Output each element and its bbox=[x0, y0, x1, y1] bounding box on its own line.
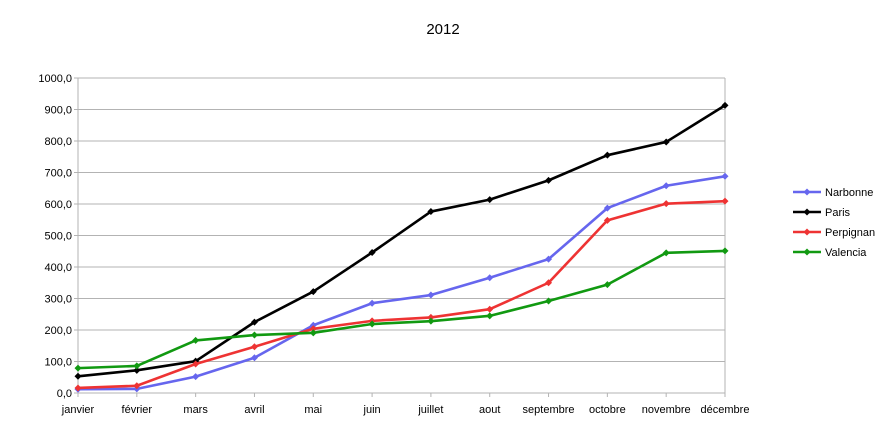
data-point bbox=[662, 200, 670, 208]
data-point bbox=[486, 274, 494, 282]
x-tick-label: janvier bbox=[61, 404, 95, 416]
y-axis-tick-labels: 0,0 100,0 200,0 300,0 400,0 500,0 600,0 700,0 80… bbox=[38, 73, 72, 400]
data-point bbox=[250, 318, 258, 326]
y-tick-label: 500,0 bbox=[44, 231, 72, 243]
x-tick-label: aout bbox=[479, 404, 500, 416]
y-tick-label: 900,0 bbox=[44, 105, 72, 117]
y-tick-label: 1000,0 bbox=[38, 73, 72, 85]
legend-label: Narbonne bbox=[825, 187, 873, 199]
series-lines bbox=[74, 101, 729, 393]
series-narbonne bbox=[74, 172, 729, 393]
legend-marker bbox=[803, 248, 811, 256]
data-point bbox=[427, 317, 435, 325]
data-point bbox=[74, 364, 82, 372]
legend-marker bbox=[803, 188, 811, 196]
x-tick-label: juillet bbox=[417, 404, 443, 416]
gridlines bbox=[78, 77, 725, 394]
legend-item: Paris bbox=[793, 207, 851, 219]
x-tick-label: juin bbox=[363, 404, 381, 416]
data-point bbox=[427, 313, 435, 321]
data-point bbox=[368, 320, 376, 328]
y-tick-label: 400,0 bbox=[44, 262, 72, 274]
data-point bbox=[427, 208, 435, 216]
data-point bbox=[721, 172, 729, 180]
chart-title: 2012 bbox=[426, 21, 459, 38]
data-point bbox=[721, 197, 729, 205]
data-point bbox=[603, 204, 611, 212]
y-tick-label: 800,0 bbox=[44, 136, 72, 148]
data-point bbox=[368, 249, 376, 257]
legend-label: Paris bbox=[825, 207, 851, 219]
x-tick-label: octobre bbox=[589, 404, 626, 416]
x-tick-label: novembre bbox=[642, 404, 691, 416]
data-point bbox=[662, 138, 670, 146]
series-line bbox=[77, 199, 726, 390]
legend-item: Perpignan bbox=[793, 227, 875, 239]
x-tick-label: septembre bbox=[523, 404, 575, 416]
y-tick-label: 600,0 bbox=[44, 199, 72, 211]
data-point bbox=[603, 216, 611, 224]
x-axis-tick-labels: janvier février mars avril mai juin juillet aou… bbox=[61, 404, 750, 416]
x-tick-label: mars bbox=[183, 404, 208, 416]
legend-item: Valencia bbox=[793, 247, 867, 259]
x-tick-label: février bbox=[122, 404, 153, 416]
data-point bbox=[545, 176, 553, 184]
data-point bbox=[192, 336, 200, 344]
y-tick-label: 200,0 bbox=[44, 325, 72, 337]
data-point bbox=[74, 372, 82, 380]
series-line bbox=[77, 249, 726, 370]
legend: Narbonne Paris Perpignan Valencia bbox=[793, 187, 875, 259]
data-point bbox=[486, 305, 494, 313]
data-point bbox=[250, 331, 258, 339]
data-point bbox=[250, 343, 258, 351]
legend-label: Valencia bbox=[825, 247, 867, 259]
data-point bbox=[545, 255, 553, 263]
data-point bbox=[721, 247, 729, 255]
data-point bbox=[192, 373, 200, 381]
data-point bbox=[192, 360, 200, 368]
y-tick-label: 100,0 bbox=[44, 357, 72, 369]
data-point bbox=[603, 281, 611, 289]
data-point bbox=[545, 297, 553, 305]
data-point bbox=[486, 196, 494, 204]
legend-marker bbox=[803, 228, 811, 236]
x-tick-label: décembre bbox=[701, 404, 750, 416]
series-perpignan bbox=[74, 197, 729, 392]
data-point bbox=[74, 384, 82, 392]
axes bbox=[74, 77, 726, 397]
y-tick-label: 300,0 bbox=[44, 294, 72, 306]
data-point bbox=[309, 325, 317, 333]
data-point bbox=[603, 151, 611, 159]
legend-label: Perpignan bbox=[825, 227, 875, 239]
data-point bbox=[427, 291, 435, 299]
series-line bbox=[77, 104, 726, 378]
data-point bbox=[133, 382, 141, 390]
data-point bbox=[309, 288, 317, 296]
data-point bbox=[368, 299, 376, 307]
x-tick-label: avril bbox=[244, 404, 264, 416]
data-point bbox=[133, 366, 141, 374]
series-paris bbox=[74, 101, 729, 380]
data-point bbox=[721, 101, 729, 109]
data-point bbox=[133, 362, 141, 370]
legend-item: Narbonne bbox=[793, 187, 873, 199]
data-point bbox=[486, 312, 494, 320]
data-point bbox=[662, 249, 670, 257]
data-point bbox=[250, 354, 258, 362]
data-point bbox=[662, 182, 670, 190]
series-valencia bbox=[74, 247, 729, 372]
series-line bbox=[77, 174, 726, 391]
y-tick-label: 0,0 bbox=[57, 388, 72, 400]
data-point bbox=[545, 279, 553, 287]
data-point bbox=[309, 329, 317, 337]
y-tick-label: 700,0 bbox=[44, 168, 72, 180]
x-tick-label: mai bbox=[304, 404, 322, 416]
legend-marker bbox=[803, 208, 811, 216]
